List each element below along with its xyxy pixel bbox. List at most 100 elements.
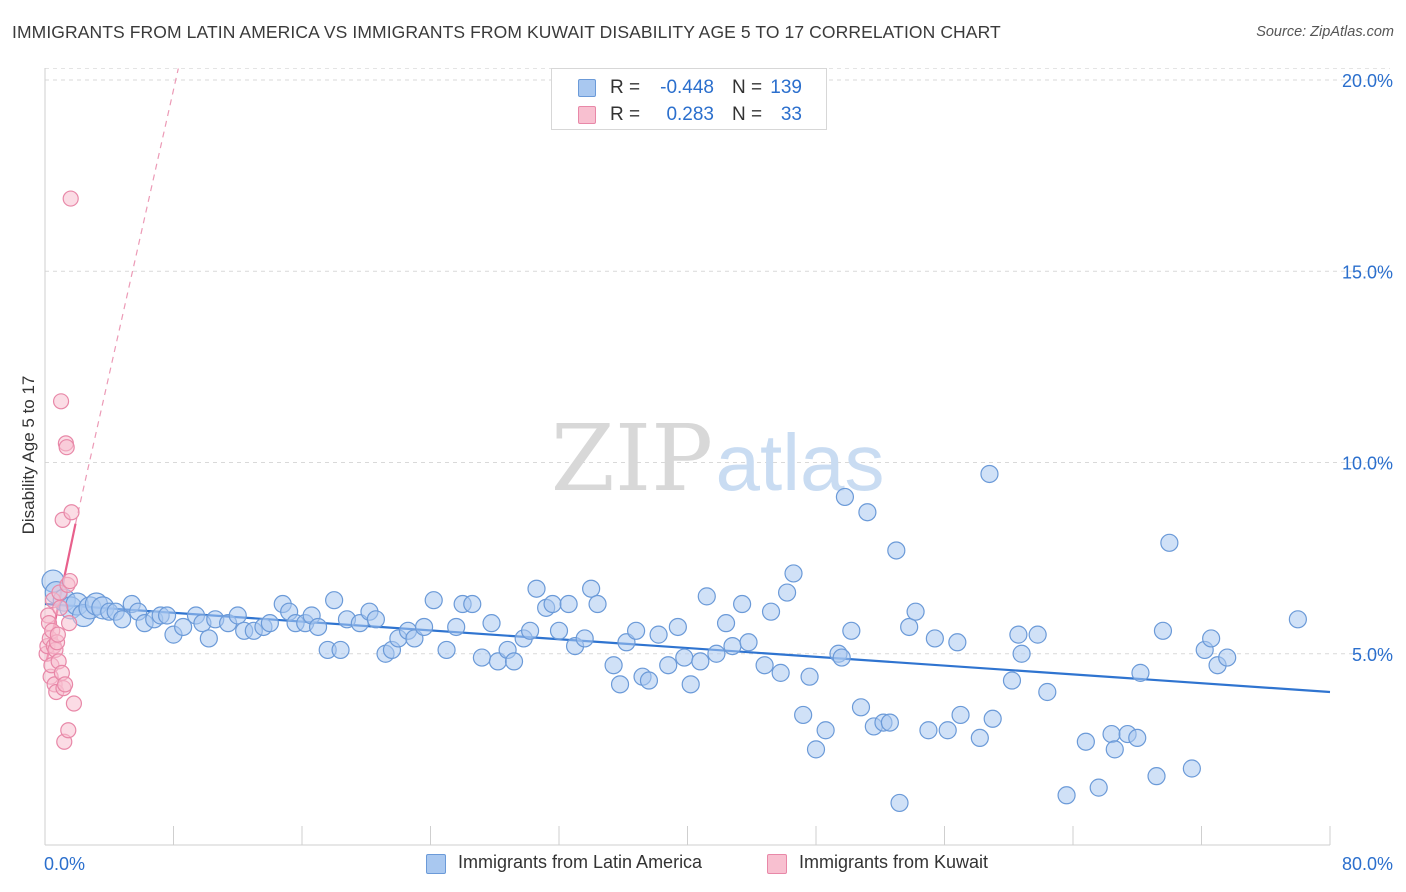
data-point-latin-america (675, 648, 694, 667)
data-point-latin-america (472, 648, 491, 667)
r-value: -0.448 (660, 77, 714, 98)
legend-swatch-latin-america (426, 854, 446, 874)
data-point-latin-america (1202, 629, 1221, 648)
data-point-latin-america (260, 614, 279, 633)
data-point-latin-america (1057, 786, 1076, 805)
data-point-latin-america (842, 621, 861, 640)
data-point-latin-america (1128, 728, 1147, 748)
y-tick-label: 10.0% (1342, 454, 1393, 474)
data-point-kuwait (49, 626, 66, 643)
data-point-latin-america (331, 640, 350, 660)
data-point-latin-america (691, 652, 710, 671)
data-point-latin-america (951, 705, 970, 725)
data-point-kuwait (63, 504, 80, 521)
r-label: R = (610, 104, 641, 125)
data-point-latin-america (739, 633, 758, 652)
data-point-latin-america (806, 740, 826, 759)
n-value: 33 (780, 104, 802, 125)
data-point-latin-america (723, 636, 742, 656)
axis-labels: 5.0% 10.0% 15.0% 20.0% 0.0% 80.0% (44, 71, 1393, 874)
data-point-latin-america (325, 591, 344, 610)
data-point-latin-america (1002, 671, 1022, 690)
n-label: N = (732, 104, 763, 125)
data-point-latin-america (890, 793, 909, 813)
data-point-kuwait (60, 722, 77, 739)
trend-line-latin-america (44, 602, 1331, 694)
data-point-latin-america (919, 721, 938, 740)
data-point-latin-america (906, 602, 925, 621)
data-point-latin-america (1102, 724, 1121, 744)
data-point-latin-america (1076, 732, 1095, 751)
x-tick-label: 0.0% (44, 854, 85, 874)
data-point-latin-america (527, 579, 546, 598)
data-point-latin-america (925, 629, 944, 648)
data-point-latin-america (1153, 621, 1173, 640)
data-point-latin-america (681, 675, 700, 694)
watermark: ZIP atlas (551, 405, 885, 512)
data-point-latin-america (1105, 740, 1124, 759)
r-value: 0.283 (666, 104, 714, 125)
data-point-latin-america (447, 617, 466, 637)
data-points (38, 190, 1307, 813)
data-point-latin-america (1131, 663, 1150, 682)
data-point-latin-america (887, 541, 906, 560)
stats-legend-row-kuwait: R = 0.283 N = 33 (552, 101, 826, 127)
data-point-latin-america (733, 594, 752, 614)
data-point-latin-america (504, 652, 524, 671)
data-point-latin-america (437, 640, 456, 660)
legend-swatch-kuwait (578, 106, 596, 124)
data-point-latin-america (366, 610, 385, 629)
n-label: N = (732, 77, 763, 98)
data-point-latin-america (649, 625, 668, 644)
data-point-kuwait (56, 676, 74, 693)
data-point-latin-america (549, 621, 569, 640)
data-point-kuwait (52, 599, 69, 616)
data-point-latin-america (970, 728, 989, 748)
data-point-latin-america (777, 583, 797, 602)
data-point-latin-america (716, 614, 736, 633)
r-label: R = (610, 77, 641, 98)
data-point-latin-america (588, 594, 607, 614)
data-point-latin-america (1028, 625, 1047, 644)
data-point-kuwait (60, 615, 78, 632)
data-point-latin-america (880, 713, 899, 732)
data-point-latin-america (1012, 644, 1031, 663)
watermark-atlas: atlas (716, 418, 885, 507)
data-point-latin-america (1160, 533, 1179, 552)
data-point-latin-america (308, 617, 328, 637)
data-point-latin-america (835, 487, 855, 507)
data-point-latin-america (414, 617, 434, 637)
data-point-latin-america (900, 617, 919, 637)
data-point-latin-america (575, 629, 594, 648)
data-point-latin-america (771, 663, 790, 682)
data-point-latin-america (858, 503, 877, 522)
data-point-latin-america (199, 629, 218, 648)
data-point-latin-america (1182, 759, 1201, 778)
data-point-kuwait (62, 190, 79, 207)
data-point-latin-america (424, 591, 443, 610)
data-point-latin-america (983, 709, 1002, 728)
data-point-latin-america (938, 721, 957, 740)
data-point-kuwait (52, 393, 70, 410)
data-point-latin-america (980, 464, 999, 484)
data-point-latin-america (761, 602, 781, 621)
y-tick-label: 5.0% (1352, 645, 1393, 665)
data-point-latin-america (1009, 625, 1028, 644)
data-point-latin-america (639, 671, 659, 690)
y-axis-label: Disability Age 5 to 17 (19, 376, 38, 535)
data-point-latin-america (800, 667, 819, 686)
stats-legend: R = -0.448 N = 139 R = 0.283 N = 33 (551, 68, 827, 130)
data-point-latin-america (582, 579, 601, 598)
data-point-latin-america (816, 721, 835, 740)
data-point-latin-america (482, 614, 501, 633)
legend-swatch-kuwait (767, 854, 787, 874)
trend-lines (44, 68, 1331, 694)
data-point-latin-america (1218, 648, 1237, 667)
stats-legend-row-latin-america: R = -0.448 N = 139 (552, 74, 826, 100)
data-point-latin-america (228, 606, 247, 625)
data-point-latin-america (1038, 682, 1057, 702)
data-point-latin-america (604, 656, 623, 675)
source-label: Source: ZipAtlas.com (1256, 24, 1394, 40)
data-point-latin-america (668, 617, 687, 637)
